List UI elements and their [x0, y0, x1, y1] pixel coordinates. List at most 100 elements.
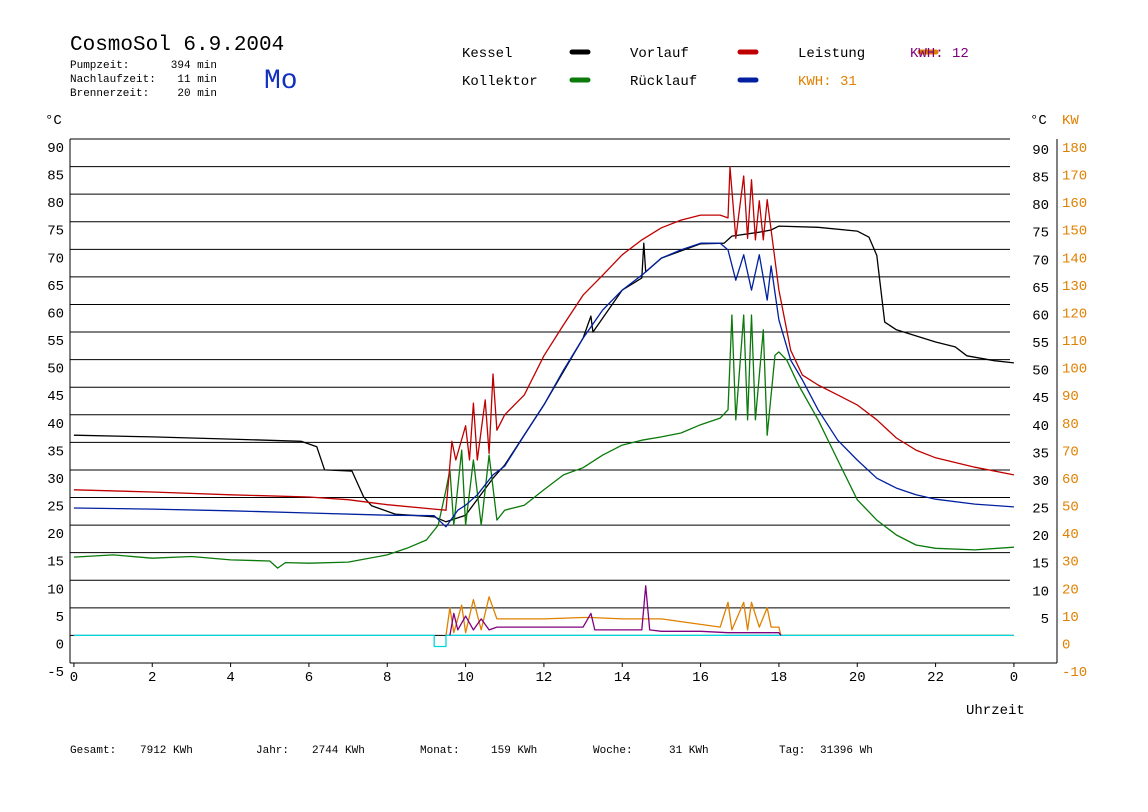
y-right-axis-label: °C — [1030, 113, 1047, 129]
series-line — [73, 314, 1014, 569]
y2-tick-label: 130 — [1062, 279, 1087, 295]
y-right-tick-label: 20 — [1032, 529, 1049, 545]
y-right-tick-label: 35 — [1032, 446, 1049, 462]
y2-tick-label: 170 — [1062, 169, 1087, 185]
y-right-tick-label: 60 — [1032, 308, 1049, 324]
y2-tick-label: 30 — [1062, 555, 1079, 571]
x-tick-label: 4 — [226, 670, 234, 686]
x-tick-label: 0 — [70, 670, 78, 686]
series-line — [449, 585, 782, 636]
x-tick-label: 0 — [1010, 670, 1018, 686]
total-value: 7912 KWh — [140, 745, 193, 757]
total-label: Gesamt: — [70, 745, 116, 757]
total-label: Jahr: — [256, 745, 289, 757]
total-value: 31 KWh — [669, 745, 709, 757]
y-right-tick-label: 25 — [1032, 502, 1049, 518]
total-label: Tag: — [779, 745, 805, 757]
total-value: 31396 Wh — [820, 745, 873, 757]
y-right-tick-label: 80 — [1032, 198, 1049, 214]
chart-title: CosmoSol 6.9.2004 — [70, 34, 284, 57]
x-tick-label: 2 — [148, 670, 156, 686]
y2-tick-label: 20 — [1062, 582, 1079, 598]
x-tick-label: 8 — [383, 670, 391, 686]
legend-note: KWH: 12 — [910, 46, 969, 62]
y-tick-label: 20 — [47, 527, 64, 543]
y2-tick-label: 110 — [1062, 334, 1087, 350]
series-line — [73, 166, 1015, 511]
y2-tick-label: 60 — [1062, 472, 1079, 488]
total-value: 159 KWh — [491, 745, 537, 757]
y-tick-label: 65 — [47, 279, 64, 295]
legend-label: Vorlauf — [630, 46, 689, 62]
stat-label: Brennerzeit: — [70, 88, 149, 100]
x-tick-label: 12 — [536, 670, 553, 686]
y-right-tick-label: 50 — [1032, 364, 1049, 380]
total-label: Monat: — [420, 745, 460, 757]
y-tick-label: 5 — [56, 610, 64, 626]
y2-tick-label: 150 — [1062, 224, 1087, 240]
x-tick-label: 18 — [771, 670, 788, 686]
y-tick-label: 85 — [47, 169, 64, 185]
y2-tick-label: 0 — [1062, 637, 1070, 653]
day-label: Mo — [264, 66, 298, 97]
y2-tick-label: 50 — [1062, 500, 1079, 516]
series-line — [73, 634, 1014, 648]
y-tick-label: 10 — [47, 582, 64, 598]
series-line — [445, 596, 1014, 637]
y-axis-label: °C — [45, 113, 62, 129]
x-tick-label: 10 — [457, 670, 474, 686]
y-right-tick-label: 55 — [1032, 336, 1049, 352]
y-tick-label: 55 — [47, 334, 64, 350]
y-right-tick-label: 15 — [1032, 557, 1049, 573]
legend-note: KWH: 31 — [798, 74, 857, 90]
y2-tick-label: 10 — [1062, 610, 1079, 626]
y-tick-label: 80 — [47, 196, 64, 212]
legend-label: Kessel — [462, 46, 512, 62]
y-right-tick-label: 45 — [1032, 391, 1049, 407]
y2-tick-label: 120 — [1062, 306, 1087, 322]
y2-tick-label: 140 — [1062, 251, 1087, 267]
y2-tick-label: 90 — [1062, 389, 1079, 405]
total-label: Woche: — [593, 745, 633, 757]
y-right-tick-label: 10 — [1032, 584, 1049, 600]
y2-tick-label: 160 — [1062, 196, 1087, 212]
y-tick-label: 70 — [47, 251, 64, 267]
y-tick-label: 40 — [47, 417, 64, 433]
y-tick-label: 75 — [47, 224, 64, 240]
stat-value: 394 min — [171, 60, 217, 72]
y-tick-label: -5 — [47, 665, 64, 681]
x-tick-label: 16 — [692, 670, 709, 686]
y2-tick-label: 80 — [1062, 417, 1079, 433]
y-tick-label: 35 — [47, 444, 64, 460]
x-tick-label: 20 — [849, 670, 866, 686]
y-tick-label: 50 — [47, 362, 64, 378]
y-right-tick-label: 5 — [1041, 612, 1049, 628]
legend-label: Leistung — [798, 46, 865, 62]
stat-value: 20 min — [177, 88, 217, 100]
total-value: 2744 KWh — [312, 745, 365, 757]
y-tick-label: 90 — [47, 141, 64, 157]
y-tick-label: 0 — [56, 637, 64, 653]
y-right-tick-label: 75 — [1032, 226, 1049, 242]
x-tick-label: 6 — [305, 670, 313, 686]
y2-tick-label: 40 — [1062, 527, 1079, 543]
y-right-tick-label: 70 — [1032, 253, 1049, 269]
legend-label: Kollektor — [462, 74, 538, 90]
x-axis-label: Uhrzeit — [966, 703, 1025, 719]
y2-axis-label: KW — [1062, 113, 1079, 129]
y-tick-label: 60 — [47, 306, 64, 322]
series-line — [73, 242, 1014, 528]
y-right-tick-label: 40 — [1032, 419, 1049, 435]
y-right-tick-label: 30 — [1032, 474, 1049, 490]
legend-label: Rücklauf — [630, 74, 697, 90]
y-right-tick-label: 85 — [1032, 171, 1049, 187]
stat-label: Nachlaufzeit: — [70, 74, 156, 86]
y2-tick-label: 180 — [1062, 141, 1087, 157]
y2-tick-label: 100 — [1062, 362, 1087, 378]
x-tick-label: 14 — [614, 670, 631, 686]
y-tick-label: 30 — [47, 472, 64, 488]
stat-label: Pumpzeit: — [70, 60, 129, 72]
y-right-tick-label: 90 — [1032, 143, 1049, 159]
